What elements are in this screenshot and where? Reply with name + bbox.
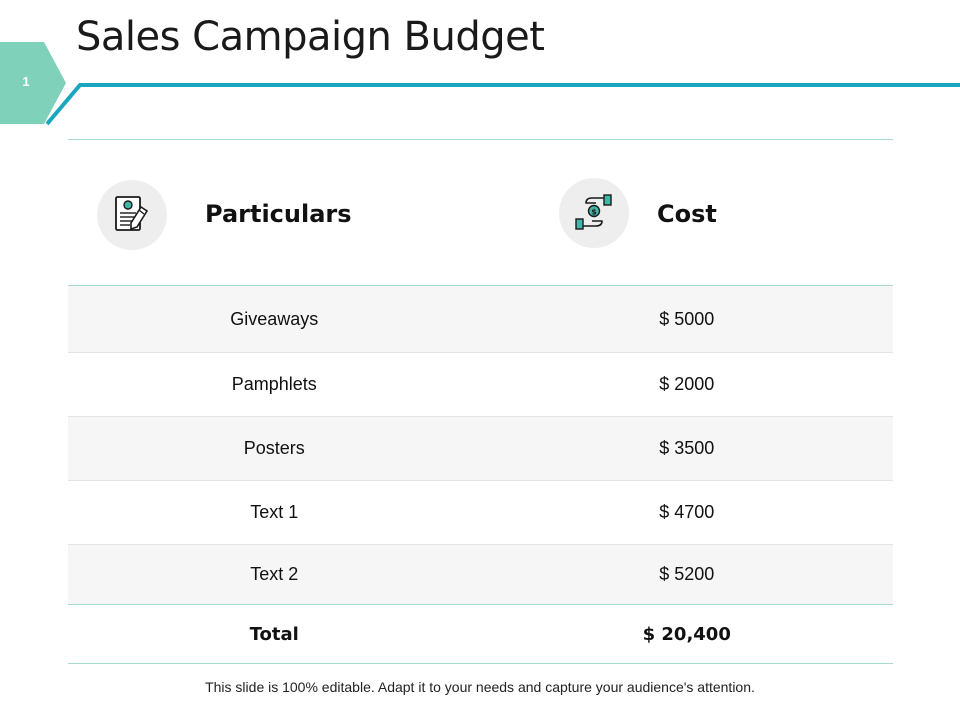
table-header: Particulars $ Cost [68,140,893,285]
particulars-header: Particulars [205,200,352,228]
particular-cell: Text 1 [250,502,299,522]
particulars-icon-circle [97,180,167,250]
cost-cell: $ 5000 [659,308,715,329]
cost-cell: $ 2000 [659,374,715,394]
table-row: Giveaways $ 5000 [68,286,893,353]
budget-table: Particulars $ Cost Giveaways $ 5000 Pamp… [68,139,893,664]
cost-cell: $ 5200 [659,564,715,584]
particular-cell: Posters [243,438,305,458]
header-divider [68,285,893,286]
cost-cell: $ 4700 [659,502,715,522]
table-top-divider [68,139,893,140]
svg-text:$: $ [591,208,597,217]
particular-cell: Pamphlets [231,374,317,394]
slide-title: Sales Campaign Budget [76,14,545,60]
total-row: Total $ 20,400 [68,605,893,664]
cost-header: Cost [657,200,717,228]
table-row: Text 1 $ 4700 [68,481,893,545]
cost-icon-circle: $ [559,178,629,248]
footer-note: This slide is 100% editable. Adapt it to… [205,679,755,695]
document-certificate-icon [115,196,149,231]
slide-number: 1 [22,74,30,89]
cost-cell: $ 3500 [659,438,715,458]
particular-cell: Giveaways [230,308,319,329]
table-row: Pamphlets $ 2000 [68,353,893,417]
table-row: Text 2 $ 5200 [68,545,893,605]
table-row: Posters $ 3500 [68,417,893,481]
total-label: Total [249,623,299,645]
hands-money-icon: $ [575,194,612,230]
particular-cell: Text 2 [250,564,299,584]
total-cost: $ 20,400 [642,623,731,645]
